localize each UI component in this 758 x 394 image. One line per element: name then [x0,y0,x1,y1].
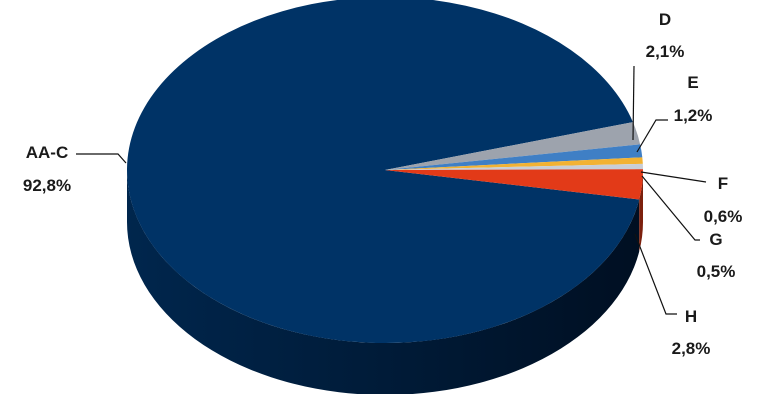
leader-line-h [634,233,677,315]
leader-line-aa-c [76,153,127,164]
pie-side [127,170,643,394]
slice-name-d: D [659,10,671,29]
pie-slice-h [385,169,643,200]
pie-side-aa-c [127,170,640,394]
pie-side-h [639,170,643,252]
pie-slice-g [385,163,643,170]
slice-name-e: E [687,73,698,92]
slice-labels: AA-C 92,8% D 2,1%E 1,2% F 0,6% G 0,5% H 2,8% [23,10,742,358]
leader-line-f [640,171,707,183]
slice-value-f: 0,6% [704,207,743,226]
slice-name-f: F [718,174,728,193]
slice-value-h: 2,8% [672,339,711,358]
slice-value-e: 1,2% [674,106,713,125]
slice-name-g: G [709,230,722,249]
pie-slice-f [385,157,643,170]
leader-lines [76,65,707,315]
leader-line-d [632,65,635,141]
leader-line-g [641,175,700,241]
slice-name-aa-c: AA-C [26,143,69,162]
slice-name-h: H [685,307,697,326]
leader-line-e [636,119,668,153]
pie-slice-aa-c [127,0,640,343]
slice-value-d: 2,1% [646,42,685,61]
pie-slice-d [385,122,641,170]
pie-slice-e [385,144,643,170]
slice-value-g: 0,5% [697,262,736,281]
pie-top [127,0,643,343]
slice-value-aa-c: 92,8% [23,176,71,195]
